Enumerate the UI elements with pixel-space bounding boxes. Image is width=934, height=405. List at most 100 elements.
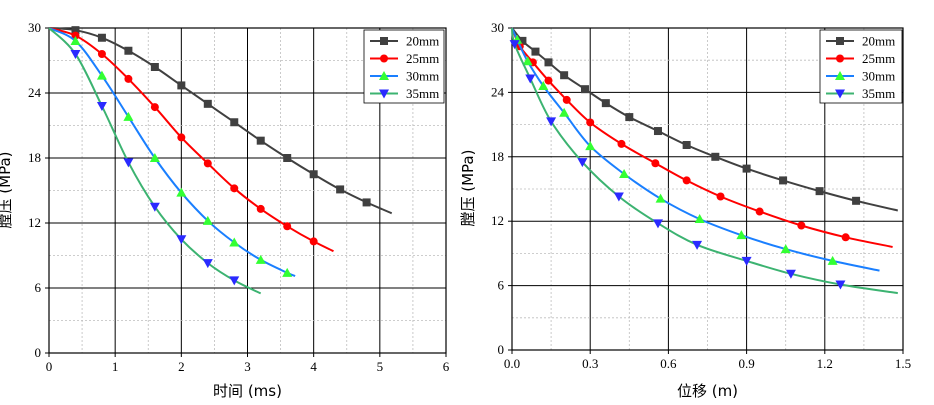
- data-point: [202, 215, 213, 225]
- data-point: [124, 46, 133, 55]
- x-axis-title: 位移 (m): [677, 382, 738, 400]
- data-point: [202, 259, 213, 269]
- data-point: [692, 240, 703, 250]
- data-point: [653, 127, 662, 136]
- y-tick-label: 18: [491, 149, 504, 164]
- x-axis-title: 时间 (ms): [213, 382, 282, 400]
- series-25mm: [511, 27, 893, 248]
- legend-label: 30mm: [406, 69, 439, 84]
- series-35mm: [48, 27, 262, 295]
- data-point: [835, 280, 846, 290]
- legend-marker: [379, 71, 389, 80]
- legend-label: 25mm: [862, 51, 895, 66]
- legend-label: 35mm: [862, 86, 895, 101]
- y-tick-label: 6: [35, 280, 42, 295]
- data-point: [779, 176, 788, 185]
- data-point: [815, 187, 824, 196]
- data-point: [619, 168, 630, 178]
- x-tick-label: 0.0: [504, 356, 520, 371]
- legend-marker: [379, 89, 389, 99]
- y-tick-label: 6: [498, 278, 505, 293]
- y-tick-label: 24: [491, 84, 505, 99]
- data-point: [617, 139, 626, 148]
- data-point: [203, 159, 212, 168]
- data-point: [176, 187, 187, 197]
- plot-frame: [511, 27, 904, 351]
- data-point: [124, 74, 133, 83]
- data-point: [694, 214, 705, 224]
- series-30mm: [48, 27, 296, 278]
- data-point: [97, 50, 106, 58]
- data-point: [255, 254, 266, 264]
- data-point: [559, 107, 570, 117]
- data-point: [256, 204, 265, 213]
- data-point: [71, 26, 80, 35]
- data-point: [525, 74, 536, 84]
- data-point: [562, 95, 571, 104]
- data-point: [176, 235, 187, 245]
- data-point: [283, 154, 292, 162]
- data-point: [150, 63, 159, 71]
- data-point: [682, 140, 691, 149]
- data-point: [544, 58, 553, 67]
- y-axis-title: 膛压 (MPa): [459, 150, 477, 227]
- x-tick-label: 0: [46, 359, 53, 374]
- legend-marker: [380, 37, 388, 45]
- data-point: [509, 40, 520, 50]
- data-point: [651, 159, 660, 168]
- data-point: [177, 81, 186, 90]
- data-point: [149, 153, 160, 162]
- legend-label: 20mm: [406, 34, 439, 49]
- data-point: [96, 70, 107, 80]
- data-point: [203, 99, 212, 108]
- data-point: [560, 71, 569, 80]
- data-point: [123, 158, 134, 168]
- data-point: [780, 244, 791, 254]
- data-point: [613, 192, 624, 202]
- data-point: [282, 267, 293, 277]
- legend-label: 30mm: [862, 69, 895, 84]
- y-tick-label: 18: [28, 150, 41, 165]
- data-point: [841, 233, 850, 242]
- data-point: [229, 237, 240, 247]
- y-tick-label: 0: [498, 342, 505, 357]
- data-point: [601, 99, 610, 108]
- data-point: [586, 118, 595, 127]
- x-tick-label: 4: [310, 359, 317, 374]
- y-tick-label: 24: [28, 85, 42, 100]
- series-20mm: [511, 27, 899, 212]
- data-point: [711, 152, 720, 161]
- data-point: [682, 176, 691, 185]
- data-point: [522, 56, 533, 66]
- legend-marker: [836, 54, 844, 63]
- series-35mm: [509, 27, 898, 295]
- legend-marker: [380, 54, 388, 63]
- data-point: [230, 184, 239, 193]
- data-point: [177, 133, 186, 142]
- x-tick-label: 3: [244, 359, 251, 374]
- series-line: [511, 27, 899, 212]
- data-point: [827, 255, 838, 265]
- data-point: [150, 103, 159, 112]
- data-point: [256, 136, 265, 145]
- data-point: [71, 31, 80, 40]
- x-tick-label: 1.5: [895, 356, 911, 371]
- legend: 20mm 25mm 30mm 35mm: [819, 29, 903, 104]
- legend-marker: [835, 71, 845, 80]
- data-point: [544, 76, 553, 85]
- x-tick-label: 2: [178, 359, 185, 374]
- x-tick-label: 1.2: [817, 356, 833, 371]
- data-point: [716, 192, 725, 201]
- data-point: [538, 80, 549, 90]
- y-axis-title: 膛压 (MPa): [0, 152, 14, 229]
- x-tick-label: 5: [377, 359, 384, 374]
- data-point: [741, 256, 752, 266]
- legend: 20mm 25mm 30mm 35mm: [363, 29, 445, 104]
- series-25mm: [48, 27, 334, 253]
- x-tick-label: 0.3: [582, 356, 598, 371]
- legend-box: [819, 29, 903, 104]
- data-point: [309, 237, 318, 246]
- data-point: [149, 202, 160, 212]
- legend-marker: [835, 89, 845, 99]
